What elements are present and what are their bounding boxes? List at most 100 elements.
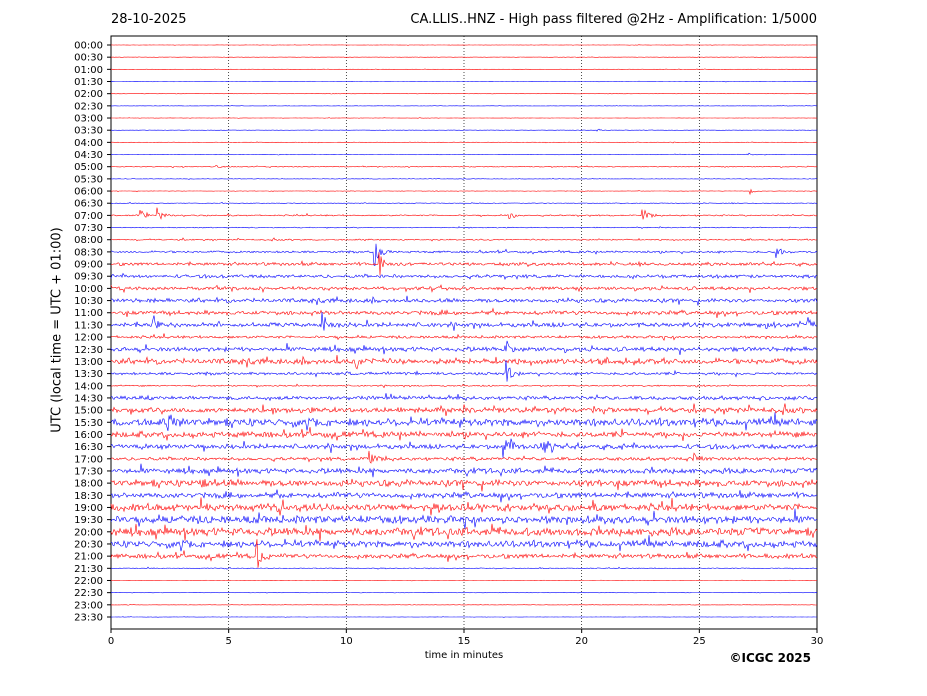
trace-1530 [110, 412, 818, 431]
y-tick-label: 19:30 [74, 515, 103, 526]
trace-2330 [110, 616, 817, 618]
trace-0200 [111, 92, 818, 95]
trace-1500 [110, 403, 818, 416]
trace-0800 [110, 237, 818, 242]
trace-1130 [110, 311, 818, 331]
trace-1830 [110, 489, 817, 503]
copyright-label: ©ICGC 2025 [729, 651, 811, 665]
trace-1000 [110, 284, 818, 294]
y-tick-label: 22:00 [74, 576, 103, 587]
y-tick-label: 23:30 [74, 612, 103, 623]
y-tick-label: 03:00 [74, 114, 103, 125]
trace-0830 [110, 243, 818, 266]
trace-0930 [110, 272, 818, 280]
trace-0330 [111, 128, 818, 132]
y-tick-label: 14:30 [74, 393, 103, 404]
y-tick-label: 18:30 [74, 491, 103, 502]
y-tick-label: 22:30 [74, 588, 103, 599]
y-tick-label: 07:30 [74, 223, 103, 234]
trace-0000 [110, 44, 818, 46]
y-tick-label: 11:00 [74, 308, 103, 319]
trace-0130 [110, 80, 818, 83]
y-tick-label: 02:30 [74, 101, 103, 112]
y-tick-label: 07:00 [74, 211, 103, 222]
trace-0700 [110, 207, 818, 220]
trace-1430 [110, 393, 818, 402]
y-tick-label: 11:30 [74, 320, 103, 331]
y-tick-label: 03:30 [74, 126, 103, 137]
trace-2000 [110, 523, 818, 542]
y-tick-label: 16:30 [74, 442, 103, 453]
trace-0430 [111, 152, 818, 156]
y-tick-label: 04:00 [74, 138, 103, 149]
y-tick-label: 09:30 [74, 272, 103, 283]
trace-1600 [110, 426, 818, 441]
x-tick-label: 5 [225, 636, 231, 647]
chart-title: CA.LLIS..HNZ - High pass filtered @2Hz -… [410, 12, 817, 27]
x-tick-label: 15 [458, 636, 471, 647]
trace-0230 [111, 105, 818, 107]
y-tick-label: 21:00 [74, 552, 103, 563]
trace-1330 [110, 359, 818, 382]
trace-2230 [110, 591, 818, 594]
trace-0500 [110, 164, 818, 169]
y-tick-label: 10:00 [74, 284, 103, 295]
trace-2300 [111, 604, 818, 606]
y-tick-label: 18:00 [74, 479, 103, 490]
x-tick-label: 30 [811, 636, 824, 647]
trace-0530 [110, 177, 817, 180]
y-tick-label: 16:00 [74, 430, 103, 441]
y-tick-label: 12:30 [74, 345, 103, 356]
trace-1900 [110, 497, 818, 516]
trace-0630 [110, 201, 818, 205]
trace-0900 [111, 252, 818, 276]
x-axis-label: time in minutes [424, 650, 504, 661]
y-tick-label: 17:30 [74, 466, 103, 477]
y-tick-label: 14:00 [74, 381, 103, 392]
trace-2100 [110, 539, 818, 568]
y-tick-label: 02:00 [74, 89, 103, 100]
y-tick-label: 08:30 [74, 247, 103, 258]
y-tick-label: 09:00 [74, 260, 103, 271]
y-tick-label: 10:30 [74, 296, 103, 307]
y-tick-label: 00:30 [74, 53, 103, 64]
y-tick-label: 15:00 [74, 406, 103, 417]
trace-1930 [110, 508, 818, 529]
trace-1200 [110, 333, 818, 341]
y-tick-label: 20:00 [74, 527, 103, 538]
y-tick-label: 23:00 [74, 600, 103, 611]
y-tick-label: 17:00 [74, 454, 103, 465]
y-tick-label: 15:30 [74, 418, 103, 429]
y-tick-label: 04:30 [74, 150, 103, 161]
trace-0100 [110, 68, 817, 71]
y-tick-label: 01:00 [74, 65, 103, 76]
y-tick-label: 13:00 [74, 357, 103, 368]
trace-1030 [110, 295, 818, 306]
trace-0030 [110, 56, 817, 58]
y-tick-label: 19:00 [74, 503, 103, 514]
trace-1700 [110, 450, 818, 464]
trace-0400 [110, 141, 818, 144]
y-tick-label: 21:30 [74, 564, 103, 575]
trace-0600 [110, 188, 818, 196]
y-tick-label: 06:00 [74, 187, 103, 198]
date-label: 28-10-2025 [111, 12, 187, 27]
x-tick-label: 20 [575, 636, 588, 647]
trace-1100 [110, 307, 818, 319]
y-tick-label: 05:00 [74, 162, 103, 173]
x-tick-label: 10 [340, 636, 353, 647]
y-tick-label: 05:30 [74, 174, 103, 185]
x-tick-label: 0 [108, 636, 114, 647]
trace-1400 [110, 383, 817, 389]
y-tick-label: 12:00 [74, 333, 103, 344]
y-tick-label: 00:00 [74, 41, 103, 52]
trace-1300 [110, 355, 818, 370]
y-tick-label: 20:30 [74, 539, 103, 550]
trace-2130 [110, 566, 818, 570]
y-tick-label: 01:30 [74, 77, 103, 88]
x-tick-label: 25 [693, 636, 706, 647]
trace-2200 [110, 579, 817, 582]
trace-1630 [110, 438, 818, 458]
trace-1730 [110, 463, 818, 478]
